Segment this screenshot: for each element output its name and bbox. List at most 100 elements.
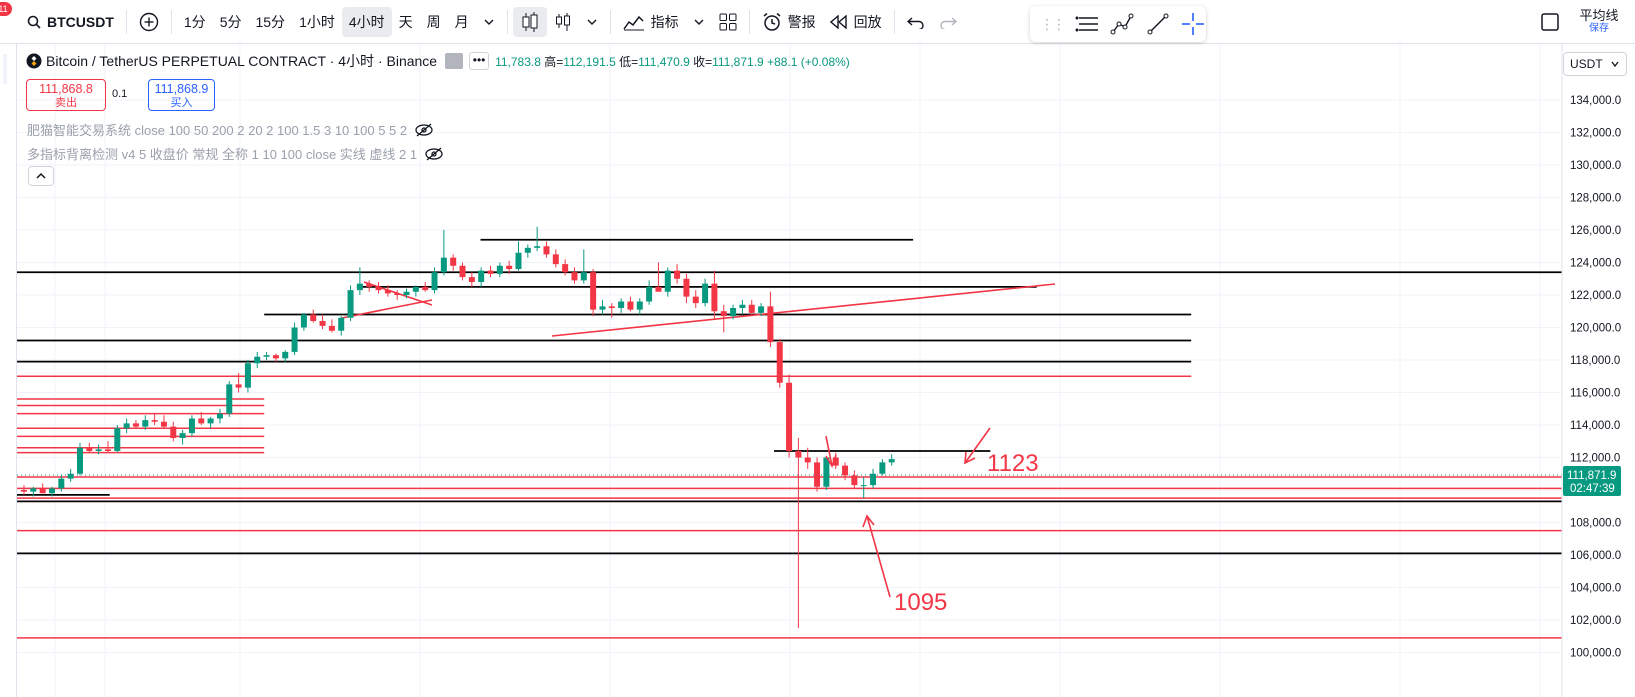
drag-handle-icon[interactable]: ⋮⋮ [1040, 15, 1066, 32]
arrow-small-down[interactable] [825, 435, 833, 467]
candle-body[interactable] [515, 252, 522, 269]
candle-body[interactable] [179, 433, 186, 438]
candle-body[interactable] [674, 270, 681, 279]
candle-body[interactable] [860, 485, 867, 487]
replay-button[interactable]: 回放 [823, 7, 889, 37]
candle-body[interactable] [524, 247, 531, 253]
candle-body[interactable] [879, 462, 886, 474]
candle-body[interactable] [730, 308, 737, 317]
interval-1h[interactable]: 1小时 [299, 13, 335, 30]
candle-body[interactable] [226, 384, 233, 414]
eye-hidden-icon[interactable] [425, 147, 443, 161]
symbol-search[interactable]: BTCUSDT [20, 7, 121, 37]
indicators-button[interactable]: 指标 [616, 7, 686, 37]
indicator-2-row[interactable]: 多指标背离检测 v4 5 收盘价 常规 全称 1 10 100 close 实线… [27, 144, 443, 163]
candle-body[interactable] [375, 286, 382, 291]
interval-4h[interactable]: 4小时 [341, 6, 392, 37]
candle-body[interactable] [291, 327, 298, 352]
candle-body[interactable] [384, 290, 391, 294]
candle-body[interactable] [104, 449, 111, 451]
candle-body[interactable] [571, 272, 578, 281]
candle-body[interactable] [832, 457, 839, 466]
symbol-settings-icon[interactable] [445, 53, 464, 69]
candle-body[interactable] [263, 355, 270, 357]
notification-badge[interactable]: 11 [0, 1, 12, 16]
candle-body[interactable] [851, 475, 858, 486]
candle-body[interactable] [506, 265, 513, 269]
ma-save-group[interactable]: 平均线 保存 [1567, 9, 1631, 35]
candle-body[interactable] [487, 270, 494, 274]
candle-body[interactable] [702, 283, 709, 304]
fullscreen-button[interactable] [1533, 7, 1567, 37]
candle-body[interactable] [338, 317, 345, 331]
candle-body[interactable] [300, 314, 307, 328]
interval-1mo[interactable]: 月 [454, 13, 469, 30]
candle-body[interactable] [319, 321, 326, 326]
candle-body[interactable] [95, 449, 102, 451]
bar-style-button[interactable] [547, 7, 579, 37]
candle-body[interactable] [543, 246, 550, 255]
candle-body[interactable] [412, 286, 419, 292]
candle-body[interactable] [711, 283, 718, 312]
candle-body[interactable] [235, 384, 242, 388]
interval-1d[interactable]: 天 [398, 13, 413, 30]
candle-body[interactable] [767, 306, 774, 343]
candle-body[interactable] [758, 306, 765, 313]
candle-body[interactable] [394, 293, 401, 295]
candle-body[interactable] [608, 306, 615, 308]
candle-body[interactable] [356, 283, 363, 291]
redo-button[interactable] [932, 7, 964, 37]
arrow-1095[interactable] [866, 515, 891, 598]
indicators-dropdown[interactable] [686, 7, 712, 37]
candle-body[interactable] [282, 351, 289, 359]
eye-hidden-icon[interactable] [415, 123, 433, 137]
currency-select[interactable]: USDT [1563, 52, 1627, 76]
price-scale[interactable]: 134,000.0 132,000.0 130,000.0 128,000.0 126,… [1561, 44, 1621, 697]
candle-body[interactable] [58, 478, 65, 489]
candle-body[interactable] [655, 286, 662, 292]
candle-body[interactable] [627, 301, 634, 310]
candle-body[interactable] [450, 257, 457, 266]
indicator-1-row[interactable]: 肥猫智能交易系统 close 100 50 200 2 20 2 100 1.5… [27, 120, 433, 139]
candle-body[interactable] [468, 277, 475, 282]
add-symbol-button[interactable] [132, 7, 166, 37]
candle-body[interactable] [683, 278, 690, 297]
candle-body[interactable] [478, 270, 485, 282]
candle-body[interactable] [328, 325, 335, 331]
candle-body[interactable] [795, 451, 802, 458]
more-options-icon[interactable]: ••• [469, 52, 490, 70]
candle-body[interactable] [188, 418, 195, 434]
candle-body[interactable] [739, 304, 746, 308]
candle-body[interactable] [823, 457, 830, 487]
candle-body[interactable] [347, 290, 354, 318]
candle-body[interactable] [562, 264, 569, 273]
buy-button[interactable]: 111,868.9 买入 [148, 79, 215, 111]
candle-body[interactable] [459, 265, 466, 278]
interval-5m[interactable]: 5分 [219, 13, 242, 30]
candle-body[interactable] [254, 356, 261, 364]
collapse-indicators-button[interactable] [28, 166, 54, 186]
candle-body[interactable] [534, 246, 541, 248]
candle-body[interactable] [776, 342, 783, 383]
candle-body[interactable] [440, 257, 447, 273]
annotation-1095[interactable]: 1095 [894, 589, 947, 616]
candle-body[interactable] [170, 426, 177, 438]
symbol-title[interactable]: Bitcoin / TetherUS PERPETUAL CONTRACT · … [46, 53, 438, 69]
candle-body[interactable] [310, 314, 317, 322]
candle-body[interactable] [198, 418, 205, 424]
candle-body[interactable] [76, 447, 83, 474]
candle-body[interactable] [552, 254, 559, 265]
candle-body[interactable] [804, 457, 811, 463]
candle-body[interactable] [599, 306, 606, 310]
candle-body[interactable] [160, 421, 167, 427]
candle-body[interactable] [67, 473, 74, 479]
candle-body[interactable] [48, 488, 55, 494]
candle-body[interactable] [720, 311, 727, 317]
candle-body[interactable] [114, 428, 121, 451]
candle-body[interactable] [422, 286, 429, 291]
crosshair-tool[interactable] [1181, 11, 1207, 37]
candle-body[interactable] [842, 465, 849, 476]
chart-type-dropdown[interactable] [579, 7, 605, 37]
candle-body[interactable] [244, 363, 251, 388]
